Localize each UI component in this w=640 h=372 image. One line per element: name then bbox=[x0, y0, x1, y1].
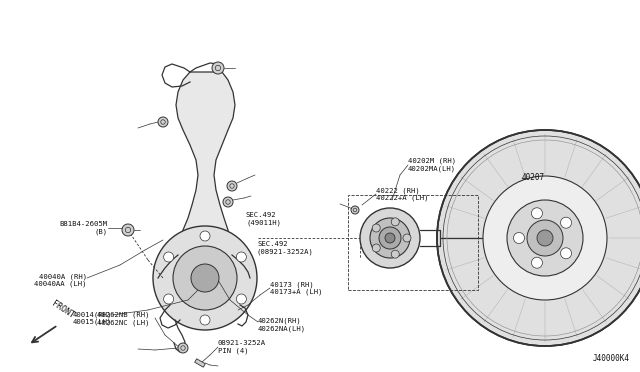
Circle shape bbox=[236, 252, 246, 262]
Circle shape bbox=[236, 294, 246, 304]
Text: 40262NB (RH)
40262NC (LH): 40262NB (RH) 40262NC (LH) bbox=[97, 312, 150, 326]
Text: 40173 (RH)
40173+A (LH): 40173 (RH) 40173+A (LH) bbox=[270, 281, 323, 295]
Circle shape bbox=[370, 218, 410, 258]
Text: B81B4-2605M
(B): B81B4-2605M (B) bbox=[60, 221, 108, 235]
Circle shape bbox=[164, 252, 173, 262]
Circle shape bbox=[372, 244, 380, 252]
Circle shape bbox=[153, 226, 257, 330]
Circle shape bbox=[223, 197, 233, 207]
Circle shape bbox=[537, 230, 553, 246]
Circle shape bbox=[391, 250, 399, 258]
Circle shape bbox=[561, 217, 572, 228]
Circle shape bbox=[212, 62, 224, 74]
Circle shape bbox=[200, 231, 210, 241]
Text: 08921-3252A
PIN (4): 08921-3252A PIN (4) bbox=[218, 340, 266, 354]
Circle shape bbox=[531, 208, 543, 219]
Circle shape bbox=[191, 264, 219, 292]
Circle shape bbox=[200, 315, 210, 325]
Circle shape bbox=[164, 294, 173, 304]
Text: J40000K4: J40000K4 bbox=[593, 354, 630, 363]
Circle shape bbox=[351, 206, 359, 214]
Text: 40222 (RH)
40222+A (LH): 40222 (RH) 40222+A (LH) bbox=[376, 187, 429, 201]
Circle shape bbox=[178, 343, 188, 353]
Text: SEC.492
(08921-3252A): SEC.492 (08921-3252A) bbox=[257, 241, 314, 255]
Bar bbox=[195, 359, 205, 367]
Text: SEC.492
(49011H): SEC.492 (49011H) bbox=[246, 212, 281, 226]
Circle shape bbox=[173, 246, 237, 310]
Circle shape bbox=[158, 117, 168, 127]
Circle shape bbox=[437, 130, 640, 346]
Circle shape bbox=[531, 257, 543, 268]
Polygon shape bbox=[176, 72, 235, 255]
Text: FRONT: FRONT bbox=[50, 299, 76, 320]
Circle shape bbox=[360, 208, 420, 268]
Circle shape bbox=[227, 181, 237, 191]
Circle shape bbox=[507, 200, 583, 276]
Text: 40202M (RH)
40202MA(LH): 40202M (RH) 40202MA(LH) bbox=[408, 158, 456, 172]
Circle shape bbox=[372, 224, 380, 232]
Circle shape bbox=[385, 233, 395, 243]
Circle shape bbox=[527, 220, 563, 256]
Circle shape bbox=[122, 224, 134, 236]
Circle shape bbox=[379, 227, 401, 249]
Circle shape bbox=[561, 248, 572, 259]
Circle shape bbox=[391, 218, 399, 226]
Text: 40207: 40207 bbox=[522, 173, 545, 183]
Circle shape bbox=[513, 232, 525, 244]
Text: 40262N(RH)
40262NA(LH): 40262N(RH) 40262NA(LH) bbox=[258, 318, 306, 332]
Circle shape bbox=[403, 234, 411, 242]
Circle shape bbox=[483, 176, 607, 300]
Text: 40040A (RH)
40040AA (LH): 40040A (RH) 40040AA (LH) bbox=[35, 273, 87, 287]
Text: 40014(RH)
40015(LH): 40014(RH) 40015(LH) bbox=[72, 311, 112, 325]
